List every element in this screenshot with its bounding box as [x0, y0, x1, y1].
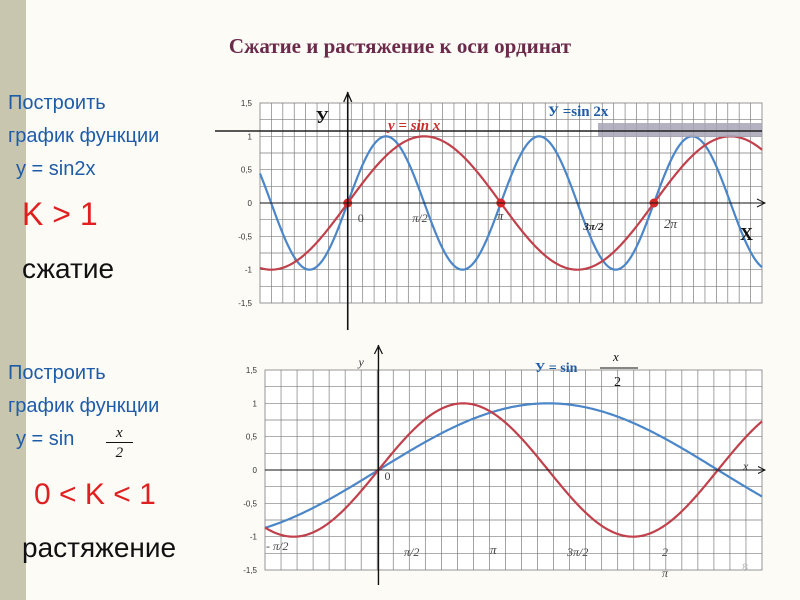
s1-line1: Построить: [8, 92, 106, 114]
y-tick-label: 0: [248, 199, 253, 208]
s1-line2: график функции: [8, 125, 160, 147]
s2-line1: Построить: [8, 362, 106, 384]
series-label-sinx: у = sin x: [386, 118, 441, 134]
x-tick-label: 2: [662, 545, 668, 559]
highlight-box: [598, 123, 762, 137]
s1-effect: сжатие: [22, 253, 115, 284]
slide-title: Сжатие и растяжение к оси ординат: [228, 34, 572, 58]
series-label-sin2x: У =sin 2x: [548, 104, 609, 120]
x-tick-label: π/2: [412, 211, 427, 225]
y-axis-arrow: [343, 91, 353, 103]
y-axis-label: y: [357, 355, 364, 369]
chart2-labels: y x У = sin x 2 0 - π/2 π/2 π 3π/2 2 π: [265, 344, 767, 585]
y-tick-label: 0,5: [246, 433, 258, 442]
chart1-labels: У Xу = sin x У =sin 2x 0 π/2 π 3π/2 2π: [215, 91, 767, 330]
series-label-frac-num: x: [612, 349, 619, 364]
x-tick-label: π/2: [404, 545, 419, 559]
x-axis-arrow: [756, 198, 767, 208]
y-tick-label: -1,5: [243, 566, 257, 575]
chart2-series: [264, 402, 763, 538]
y-tick-label: 0: [253, 466, 258, 475]
y-tick-label: -1,5: [238, 299, 252, 308]
series-label-frac-den: 2: [614, 375, 621, 390]
x-axis-label: X: [740, 224, 753, 244]
x-tick-label: - π/2: [266, 539, 288, 553]
y-tick-label: 0,5: [241, 166, 253, 175]
left-decor-band: [0, 0, 26, 600]
y-axis-arrow: [373, 344, 383, 355]
s2-condition: 0 < K < 1: [34, 478, 156, 511]
y-tick-label: -1: [250, 533, 258, 542]
series-sinx-line: [259, 135, 763, 271]
series-sin-half-x-line: [264, 402, 763, 529]
s1-formula: y = sin2x: [16, 158, 96, 180]
series-sin2x-line: [258, 135, 763, 271]
s2-line2: график функции: [8, 395, 160, 417]
x-tick-label: π: [490, 542, 497, 557]
x-tick-label: 0: [358, 211, 364, 225]
chart2-y-ticks: 1,5 1 0,5 0 -0,5 -1 -1,5: [243, 366, 257, 575]
s1-condition: K > 1: [22, 196, 98, 232]
y-tick-label: -0,5: [238, 232, 252, 241]
x-tick-label: 2π: [664, 216, 678, 231]
x-axis-label: x: [742, 459, 749, 473]
s2-formula-fraction: x 2: [106, 424, 133, 463]
slide-number: 8: [742, 562, 749, 574]
y-tick-label: -0,5: [243, 499, 257, 508]
s2-formula-prefix: y = sin: [16, 428, 75, 450]
x-tick-label: 3π/2: [582, 221, 604, 233]
x-tick-label: π: [662, 566, 669, 580]
s2-effect: растяжение: [22, 532, 177, 563]
x-tick-label: 3π/2: [566, 545, 588, 559]
y-tick-label: 1,5: [241, 99, 253, 108]
series-label-sin-half-x: У = sin: [535, 361, 578, 376]
s2-frac-num: x: [106, 424, 133, 443]
y-axis-label: У: [316, 107, 329, 127]
chart1-series: [258, 135, 763, 271]
x-tick-label: 0: [384, 469, 390, 483]
x-axis-arrow: [757, 466, 767, 474]
s2-frac-den: 2: [115, 445, 124, 461]
chart1-y-ticks: 1,5 1 0,5 0 -0,5 -1 -1,5: [238, 99, 252, 308]
y-tick-label: 1,5: [246, 366, 258, 375]
x-tick-label: π: [497, 208, 504, 223]
series-sinx-line: [264, 402, 763, 538]
y-tick-label: -1: [245, 266, 253, 275]
y-tick-label: 1: [248, 132, 253, 141]
y-tick-label: 1: [253, 399, 258, 408]
